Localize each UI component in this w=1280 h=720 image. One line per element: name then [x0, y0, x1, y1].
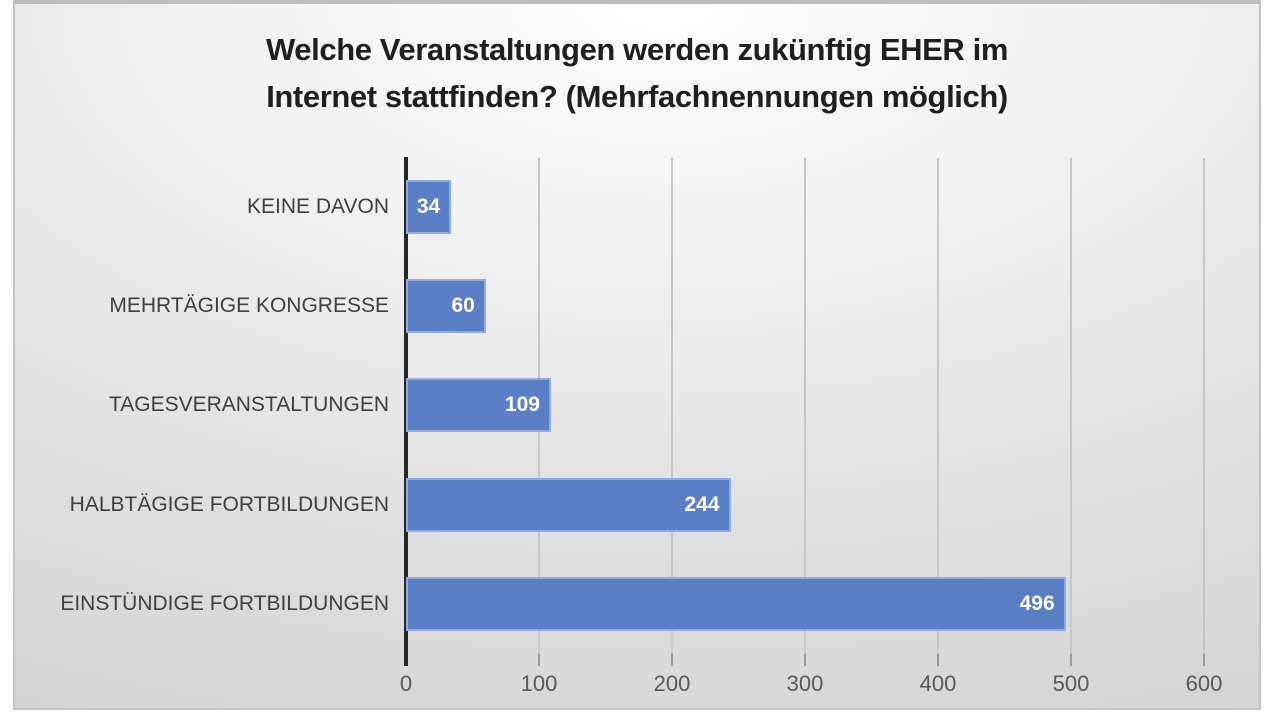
x-axis-tick-label: 100 — [520, 671, 558, 696]
gridline — [1203, 158, 1205, 654]
bar-value-label: 109 — [504, 393, 540, 417]
gridline — [1070, 158, 1072, 654]
x-axis-tick-label: 400 — [919, 671, 957, 696]
gridline — [936, 158, 939, 654]
x-axis-tick — [1203, 654, 1205, 666]
category-label: HALBTÄGIGE FORTBILDUNGEN — [69, 492, 389, 516]
x-axis-tick — [670, 654, 673, 666]
bar-value-label: 244 — [684, 492, 720, 516]
bar: 60 — [406, 279, 486, 334]
chart-frame: Welche Veranstaltungen werden zukünftig … — [13, 0, 1261, 710]
bar: 244 — [406, 477, 731, 532]
bar-row: HALBTÄGIGE FORTBILDUNGEN 244 — [70, 455, 1204, 554]
gridline — [804, 158, 806, 654]
bar-value-label: 496 — [1019, 592, 1055, 616]
bar-value-label: 60 — [451, 294, 475, 318]
chart-title-line-2: Internet stattfinden? (Mehrfachnennungen… — [266, 79, 1008, 114]
plot-area: 0 100 200 300 400 500 600 KEINE DAVON 34 MEHRTÄGI… — [60, 157, 1222, 696]
bar-row: EINSTÜNDIGE FORTBILDUNGEN 496 — [60, 555, 1204, 654]
x-axis-tick — [537, 654, 540, 666]
category-label: EINSTÜNDIGE FORTBILDUNGEN — [60, 592, 389, 616]
bar-value-label: 34 — [416, 194, 441, 218]
x-axis-tick-label: 500 — [1052, 671, 1090, 696]
x-axis-tick-label: 200 — [653, 671, 691, 696]
bar: 109 — [406, 378, 551, 433]
x-axis-tick-label: 0 — [399, 671, 413, 696]
chart-title-line-1: Welche Veranstaltungen werden zukünftig … — [266, 32, 1008, 67]
category-label: KEINE DAVON — [247, 194, 389, 218]
bar-row: KEINE DAVON 34 — [247, 157, 1204, 256]
bar: 496 — [406, 577, 1066, 632]
bar-row: TAGESVERANSTALTUNGEN 109 — [109, 356, 1204, 455]
x-axis-tick — [1070, 654, 1072, 666]
bar-row: MEHRTÄGIGE KONGRESSE 60 — [109, 256, 1204, 355]
chart-title: Welche Veranstaltungen werden zukünftig … — [15, 26, 1259, 120]
x-axis-tick-label: 600 — [1185, 671, 1223, 696]
x-axis-tick — [804, 654, 806, 666]
gridline — [670, 158, 673, 654]
category-label: TAGESVERANSTALTUNGEN — [108, 393, 389, 417]
x-axis-tick-label: 300 — [786, 671, 824, 696]
bar: 34 — [406, 179, 452, 234]
x-axis-tick — [936, 654, 939, 666]
category-label: MEHRTÄGIGE KONGRESSE — [109, 294, 389, 318]
